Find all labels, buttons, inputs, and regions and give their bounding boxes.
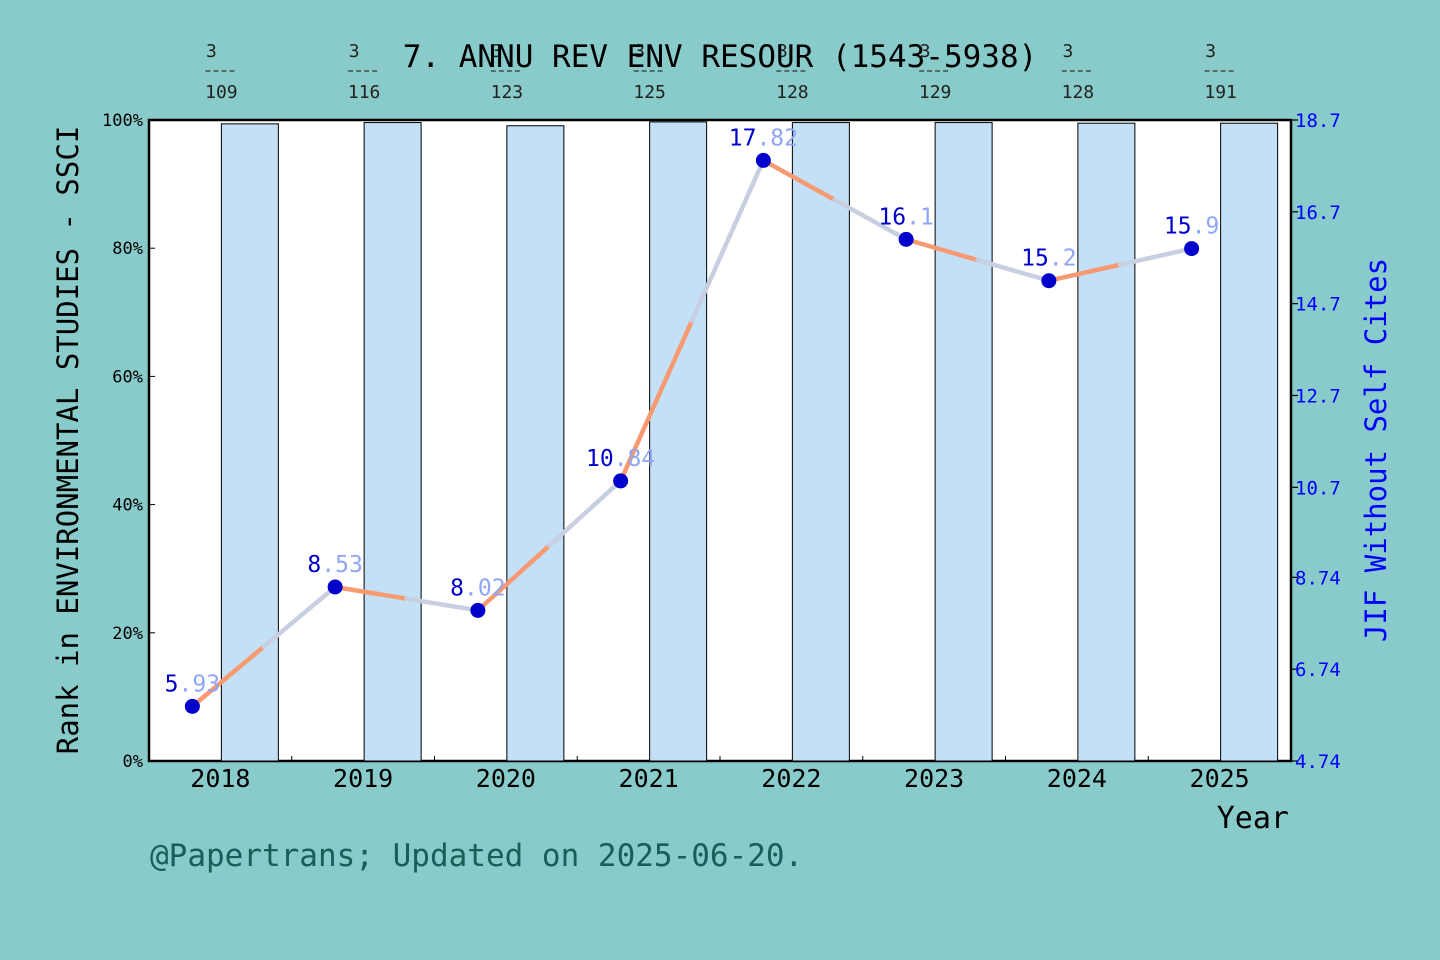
left-tick-label: 100% [102,111,143,131]
right-tick-label: 18.7 [1295,110,1341,132]
right-y-axis-label: JIF Without Self Cites [1359,258,1393,642]
bar-2022 [791,122,850,762]
jif-value-label-2021: 10.84 [586,446,655,472]
chart-title: 7. ANNU REV ENV RESOUR (1543-5938) [403,39,1038,75]
jif-markers [184,152,1200,714]
left-tick-label: 80% [112,239,143,259]
right-tick-label: 4.74 [1295,751,1341,773]
x-tick-label-2019: 2019 [333,764,393,793]
left-y-axis: 0% 20% 40% 60% 80% 100% [102,111,155,772]
rank-total-2025: 191 [1204,82,1237,103]
jif-point-2018 [184,698,200,714]
rank-position-2025: 3 [1205,41,1216,62]
left-tick-label: 0% [123,752,143,772]
rank-annotations: 3 109 3 116 3 123 3 125 3 128 3 129 3 128 3 191 [205,41,1237,103]
right-tick-label: 12.7 [1295,386,1341,408]
right-tick-label: 14.7 [1295,294,1341,316]
x-tick-label-2023: 2023 [904,764,964,793]
rank-total-2020: 123 [491,82,524,103]
jif-point-2022 [755,152,771,168]
jif-line-segment [261,584,338,649]
jif-line-segment [404,596,481,613]
jif-point-2023 [898,231,914,247]
x-tick-label-2024: 2024 [1047,764,1107,793]
jif-value-label-2022: 17.82 [729,125,798,151]
bar-series [220,121,1279,762]
jif-point-2025 [1184,241,1200,257]
right-tick-label: 16.7 [1295,202,1341,224]
rank-total-2024: 128 [1062,82,1095,103]
rank-position-2019: 3 [349,41,360,62]
jif-line-segment [1046,262,1123,283]
x-tick-label-2021: 2021 [619,764,679,793]
right-tick-label: 6.74 [1295,659,1341,681]
rank-total-2023: 129 [919,82,952,103]
x-tick-label-2018: 2018 [190,764,250,793]
jif-line-segment [689,158,766,323]
rank-total-2022: 128 [776,82,809,103]
jif-point-2020 [470,602,486,618]
jif-value-label-2025: 15.9 [1164,214,1219,240]
x-tick-label-2020: 2020 [476,764,536,793]
right-y-axis: 4.74 6.74 8.74 10.7 12.7 14.7 16.7 18.7 [1291,110,1341,773]
jif-line-segment [332,584,409,601]
rank-position-2024: 3 [1062,41,1073,62]
bar-2024 [1077,122,1136,762]
rank-position-2018: 3 [206,41,217,62]
rank-position-2023: 3 [920,41,931,62]
rank-position-2022: 3 [777,41,788,62]
jif-line-segment [832,197,909,242]
jif-value-label-2020: 8.02 [450,575,505,601]
jif-line-segment [190,644,266,709]
x-axis-label: Year [1217,801,1289,836]
jif-value-label-2024: 15.2 [1021,246,1076,272]
left-y-axis-label: Rank in ENVIRONMENTAL STUDIES - SSCI [51,126,85,755]
rank-total-2018: 109 [205,82,238,103]
jif-value-label-2018: 5.93 [165,671,220,697]
jif-line-segment [1118,246,1194,267]
bar-2021 [649,121,708,762]
jif-line-segment [903,237,980,263]
jif-value-label-2019: 8.53 [307,552,362,578]
jif-value-labels: 5.93 8.53 8.02 10.84 17.82 16.1 15.2 15.9 [165,125,1220,697]
jif-point-2024 [1041,273,1057,289]
x-axis: 2018 2019 2020 2021 2022 2023 2024 2025 [148,756,1292,793]
x-tick-label-2022: 2022 [761,764,821,793]
jif-line-series [190,158,1194,709]
right-tick-label: 10.7 [1295,477,1341,499]
bar-2025 [1220,122,1279,762]
right-tick-label: 8.74 [1295,567,1341,589]
left-tick-label: 40% [112,496,143,516]
rank-position-2020: 3 [491,41,502,62]
rank-total-2021: 125 [633,82,666,103]
jif-line-segment [547,478,623,548]
rank-position-2021: 3 [634,41,645,62]
rank-total-2019: 116 [348,82,381,103]
footer-credit: @Papertrans; Updated on 2025-06-20. [150,838,803,874]
jif-point-2019 [327,579,343,595]
jif-line-segment [761,158,837,203]
x-tick-label-2025: 2025 [1190,764,1250,793]
bar-2018 [220,123,279,762]
bar-2020 [506,125,565,762]
jif-point-2021 [613,473,629,489]
jif-line-segment [475,543,552,613]
jif-value-label-2023: 16.1 [878,204,933,230]
bar-2023 [934,122,993,762]
bar-2019 [363,122,422,762]
left-tick-label: 20% [112,624,143,644]
jif-line-segment [975,257,1052,283]
left-tick-label: 60% [112,367,143,387]
jif-line-segment [618,318,695,484]
